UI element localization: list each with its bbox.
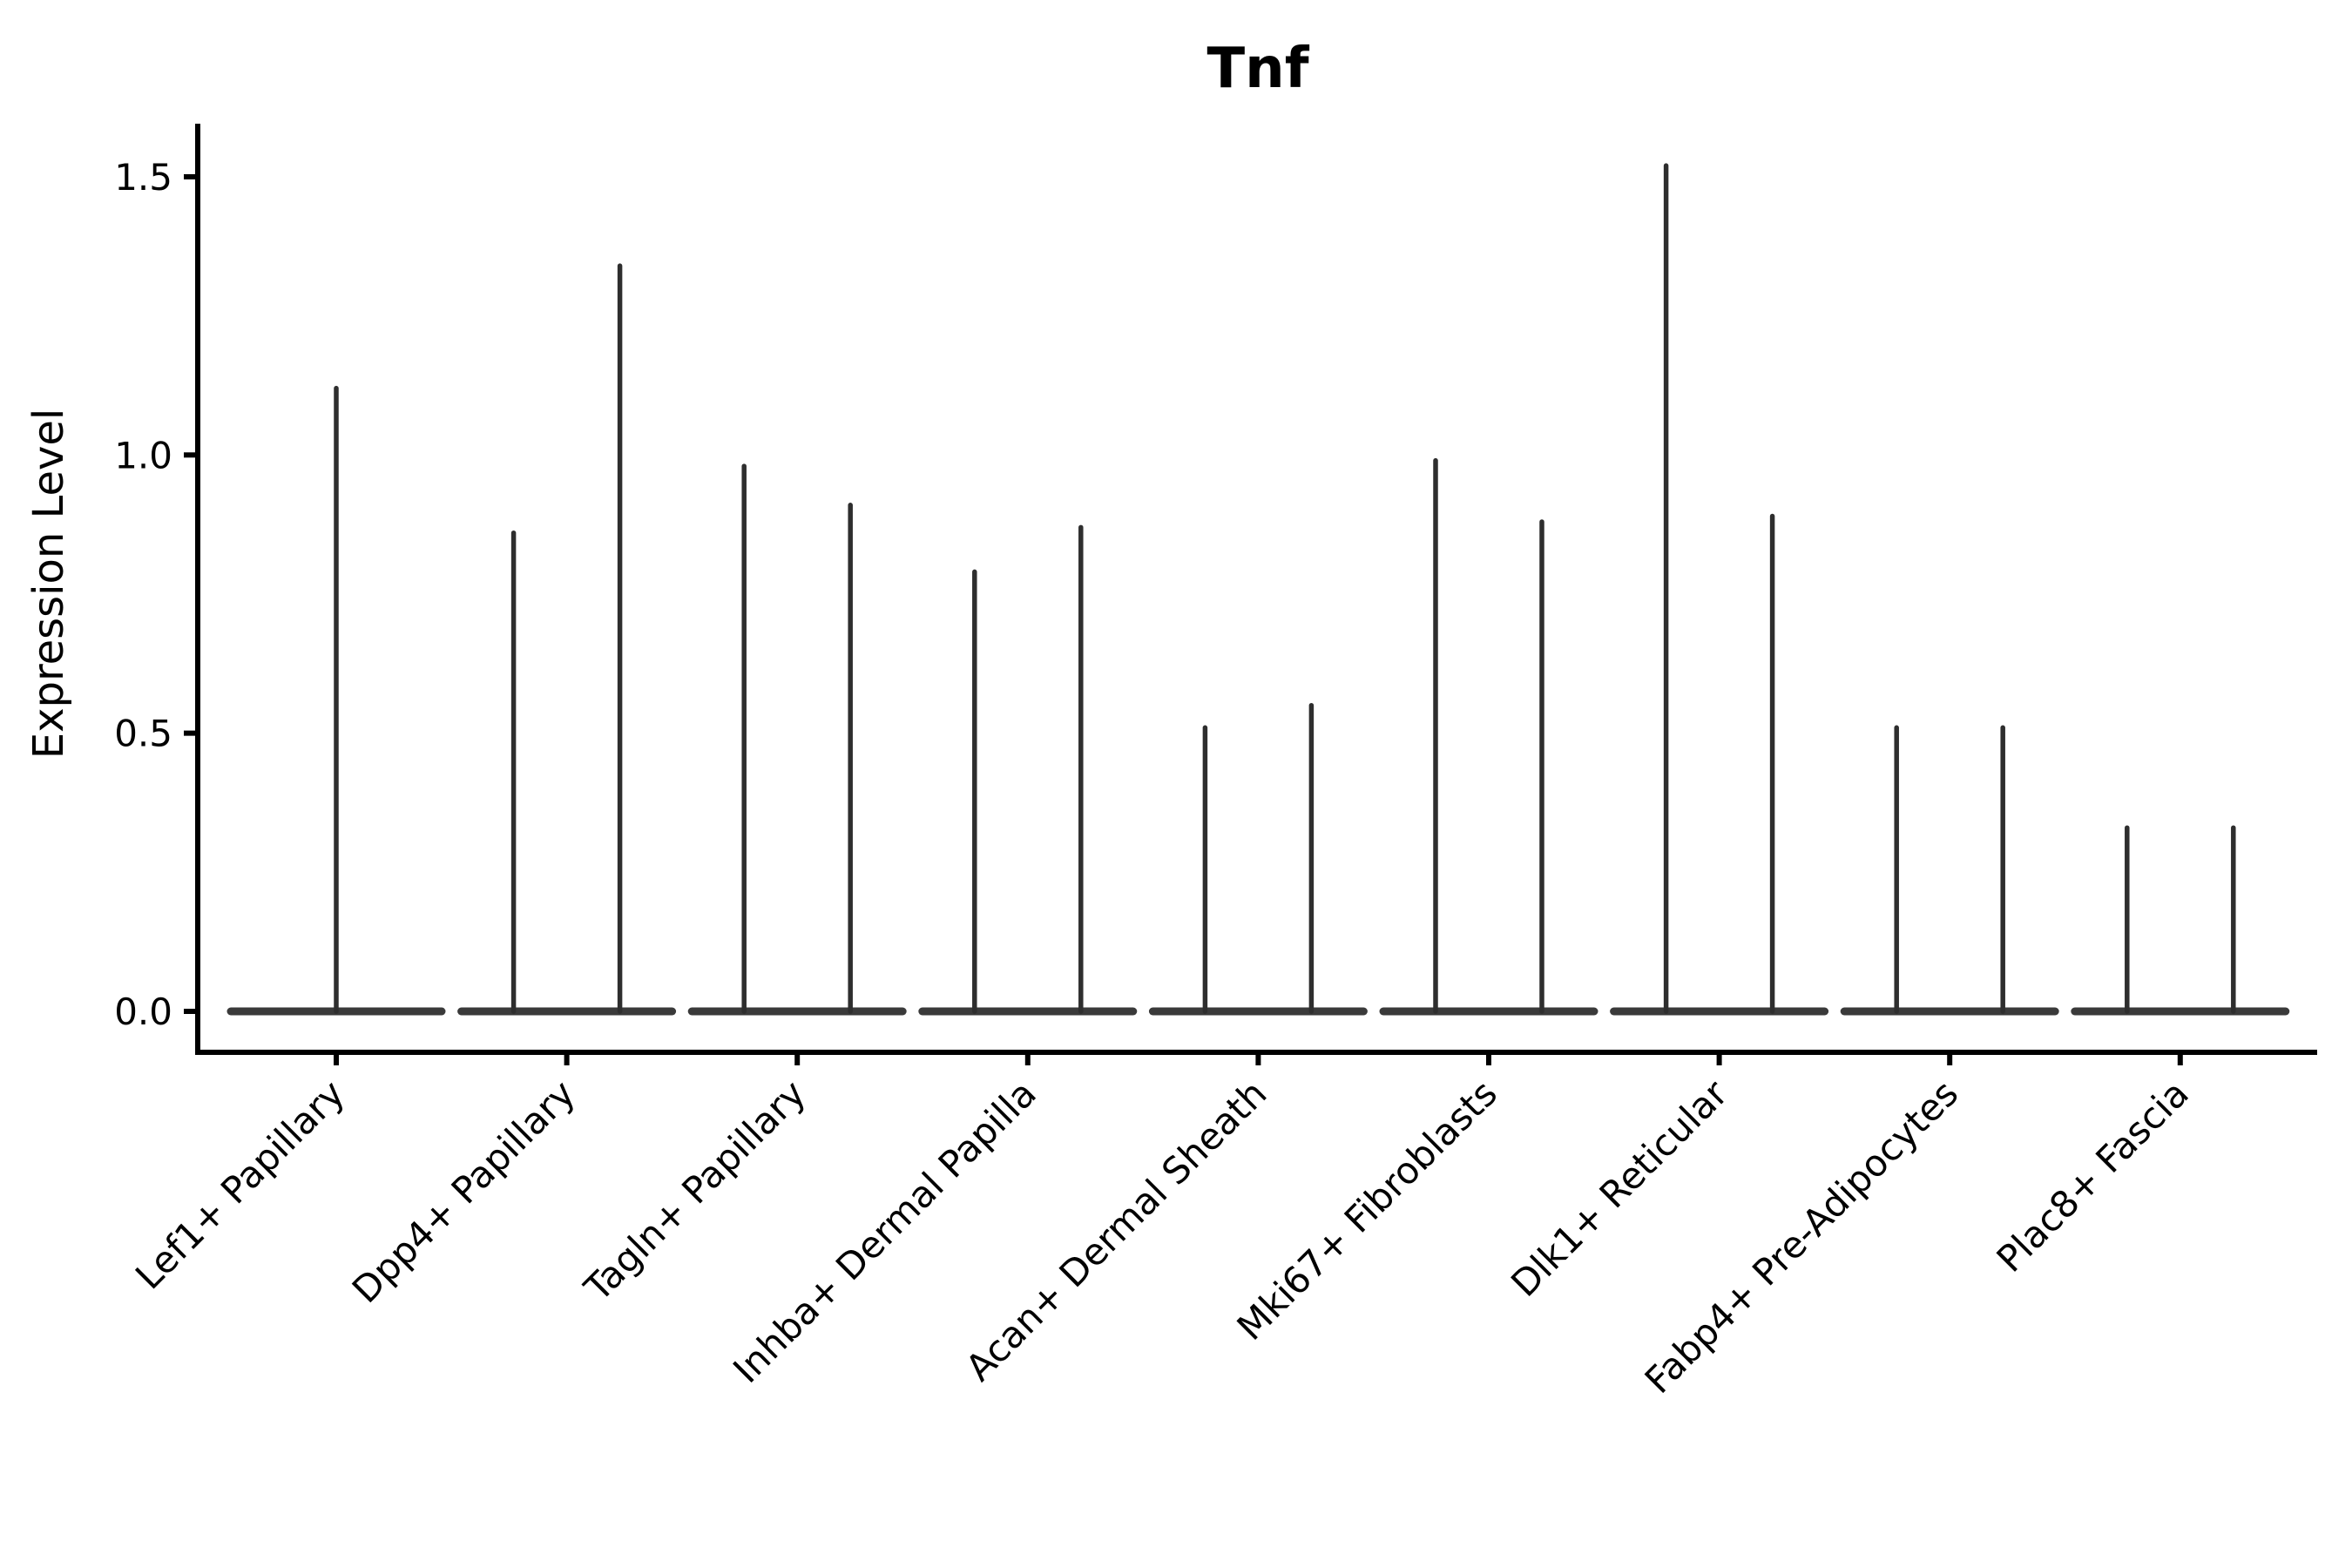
x-tick-label: Plac8+ Fascia xyxy=(1989,1071,2197,1280)
x-tick-label: Dpp4+ Papillary xyxy=(344,1071,584,1311)
x-tick-label: Lef1+ Papillary xyxy=(127,1071,353,1297)
y-axis-label: Expression Level xyxy=(24,409,73,760)
x-tick-label: Tagln+ Papillary xyxy=(576,1071,814,1309)
y-tick-label: 0.5 xyxy=(114,713,172,755)
y-tick-label: 1.0 xyxy=(114,434,172,476)
y-tick-label: 0.0 xyxy=(114,990,172,1033)
violins-layer xyxy=(226,163,2290,1016)
chart-title: Tnf xyxy=(1206,37,1309,101)
x-tick-label: Dlk1+ Reticular xyxy=(1503,1071,1736,1305)
y-tick-label: 1.5 xyxy=(114,156,172,199)
y-ticks-layer: 0.0 0.5 1.0 1.5 xyxy=(114,156,198,1033)
x-tick-label: Mki67+ Fibroblasts xyxy=(1229,1071,1505,1348)
